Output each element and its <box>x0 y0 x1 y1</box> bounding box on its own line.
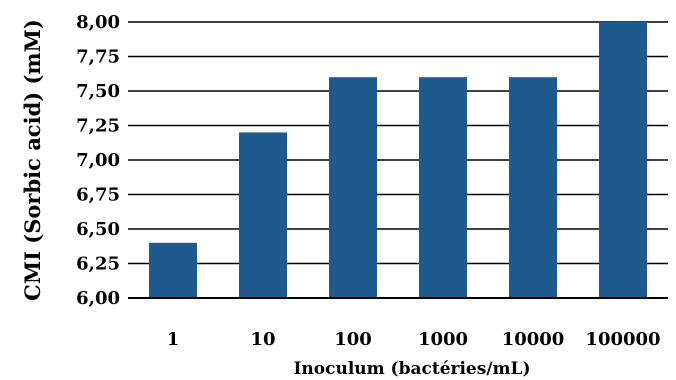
gridlines <box>128 21 668 265</box>
y-tick-labels: 6,00 6,25 6,50 6,75 7,00 7,25 7,50 7,75 8,00 <box>76 12 120 309</box>
bars <box>149 22 647 298</box>
bar-100000 <box>599 22 647 298</box>
x-tick-label: 1000 <box>418 329 468 350</box>
bar-1000 <box>419 77 467 298</box>
y-tick-label: 7,50 <box>76 81 120 102</box>
bar-10 <box>239 132 287 298</box>
x-tick-label: 100 <box>334 329 372 350</box>
bar-100 <box>329 77 377 298</box>
y-tick-label: 8,00 <box>76 12 120 33</box>
y-tick-label: 7,25 <box>76 116 120 137</box>
y-axis-title: CMI (Sorbic acid) (mM) <box>20 19 45 301</box>
x-axis-title: Inoculum (bactéries/mL) <box>293 359 530 379</box>
bar-10000 <box>509 77 557 298</box>
y-tick-label: 7,75 <box>76 47 120 68</box>
y-tick-label: 6,00 <box>76 288 120 309</box>
x-tick-labels: 1 10 100 1000 10000 100000 <box>167 329 661 350</box>
y-tick-label: 6,50 <box>76 219 120 240</box>
x-tick-label: 1 <box>167 329 180 350</box>
y-tick-label: 7,00 <box>76 150 120 171</box>
y-tick-label: 6,75 <box>76 185 120 206</box>
x-tick-label: 10 <box>250 329 275 350</box>
bar-1 <box>149 242 197 298</box>
y-tick-label: 6,25 <box>76 254 120 275</box>
x-tick-label: 100000 <box>585 329 660 350</box>
x-tick-label: 10000 <box>502 329 565 350</box>
